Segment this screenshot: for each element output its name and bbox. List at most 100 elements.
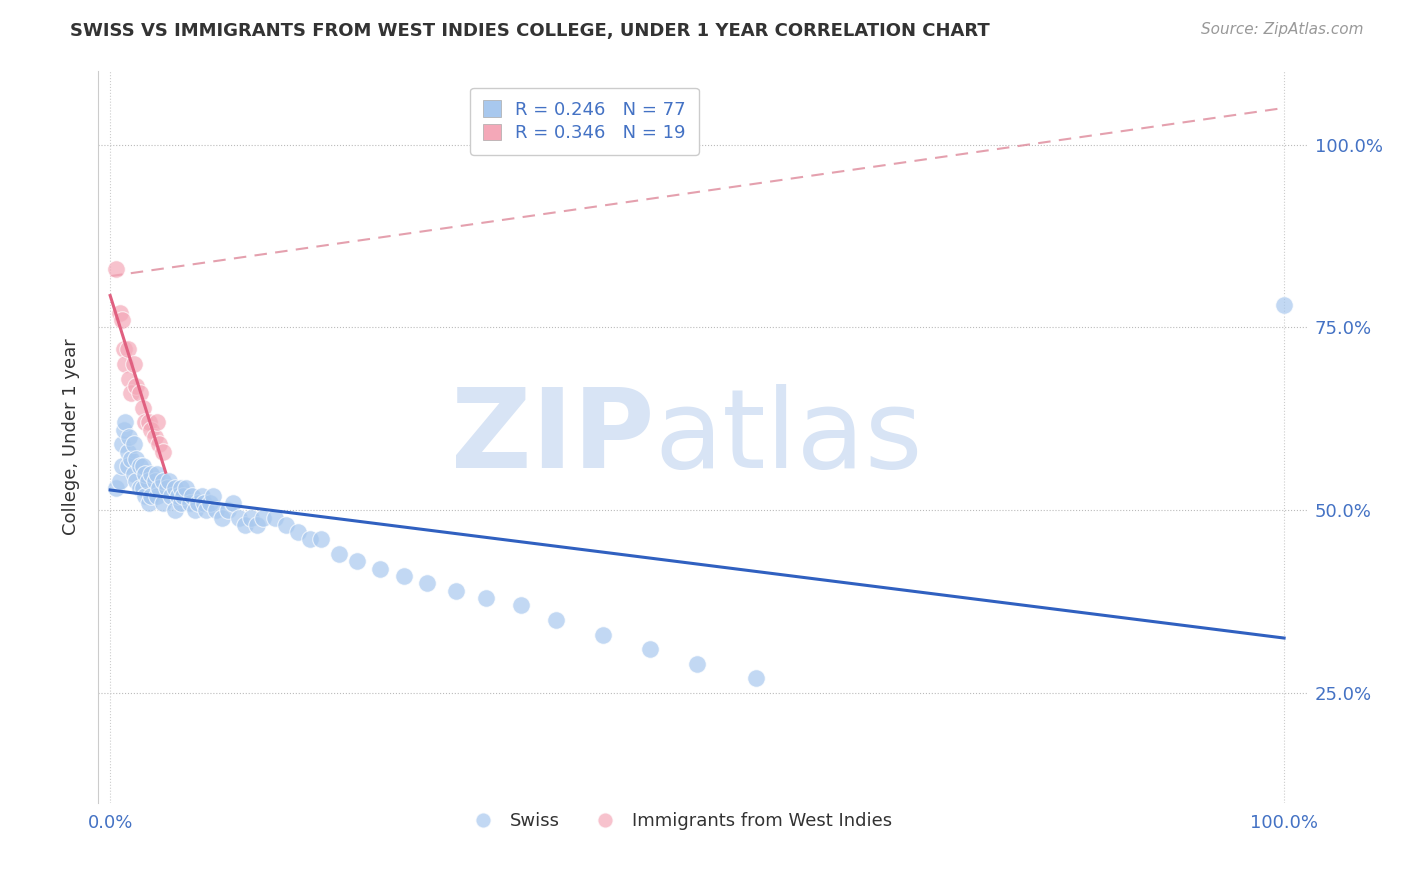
Point bbox=[125, 379, 148, 393]
Point bbox=[416, 576, 439, 591]
Point bbox=[228, 510, 250, 524]
Point bbox=[146, 489, 169, 503]
Y-axis label: College, Under 1 year: College, Under 1 year bbox=[62, 339, 80, 535]
Point bbox=[141, 489, 163, 503]
Point bbox=[311, 533, 333, 547]
Point bbox=[108, 306, 131, 320]
Point bbox=[546, 613, 568, 627]
Point bbox=[163, 481, 186, 495]
Text: SWISS VS IMMIGRANTS FROM WEST INDIES COLLEGE, UNDER 1 YEAR CORRELATION CHART: SWISS VS IMMIGRANTS FROM WEST INDIES COL… bbox=[70, 22, 990, 40]
Point bbox=[176, 481, 198, 495]
Point bbox=[202, 489, 225, 503]
Point bbox=[114, 357, 136, 371]
Point bbox=[211, 510, 233, 524]
Point bbox=[111, 459, 134, 474]
Point bbox=[114, 416, 136, 430]
Point bbox=[128, 459, 150, 474]
Point bbox=[152, 444, 174, 458]
Point bbox=[111, 313, 134, 327]
Point bbox=[136, 474, 159, 488]
Point bbox=[132, 401, 155, 415]
Point bbox=[105, 481, 128, 495]
Point bbox=[298, 533, 321, 547]
Point bbox=[222, 496, 245, 510]
Point bbox=[169, 496, 191, 510]
Point bbox=[134, 467, 156, 481]
Point bbox=[187, 496, 209, 510]
Text: atlas: atlas bbox=[655, 384, 924, 491]
Point bbox=[118, 371, 141, 385]
Point bbox=[148, 481, 170, 495]
Point bbox=[120, 452, 142, 467]
Point bbox=[163, 503, 186, 517]
Point bbox=[146, 467, 169, 481]
Text: Source: ZipAtlas.com: Source: ZipAtlas.com bbox=[1201, 22, 1364, 37]
Point bbox=[240, 510, 263, 524]
Point bbox=[132, 459, 155, 474]
Point bbox=[392, 569, 415, 583]
Point bbox=[276, 517, 298, 532]
Point bbox=[190, 489, 212, 503]
Point bbox=[146, 416, 169, 430]
Point bbox=[112, 343, 135, 357]
Point bbox=[204, 503, 226, 517]
Point bbox=[446, 583, 468, 598]
Point bbox=[183, 503, 205, 517]
Point bbox=[160, 489, 183, 503]
Point bbox=[346, 554, 368, 568]
Point bbox=[638, 642, 661, 657]
Point bbox=[132, 481, 155, 495]
Text: ZIP: ZIP bbox=[451, 384, 655, 491]
Point bbox=[117, 459, 139, 474]
Point bbox=[118, 430, 141, 444]
Point bbox=[112, 423, 135, 437]
Point bbox=[128, 481, 150, 495]
Point bbox=[287, 525, 309, 540]
Point bbox=[195, 503, 218, 517]
Point bbox=[117, 444, 139, 458]
Point bbox=[128, 386, 150, 401]
Point bbox=[125, 452, 148, 467]
Point bbox=[475, 591, 498, 605]
Point bbox=[592, 627, 614, 641]
Point bbox=[117, 343, 139, 357]
Point bbox=[125, 474, 148, 488]
Point bbox=[134, 416, 156, 430]
Point bbox=[368, 562, 391, 576]
Point bbox=[686, 657, 709, 671]
Point bbox=[122, 467, 145, 481]
Point bbox=[138, 416, 160, 430]
Point bbox=[217, 503, 239, 517]
Point bbox=[108, 474, 131, 488]
Point bbox=[111, 437, 134, 451]
Point bbox=[152, 474, 174, 488]
Point bbox=[157, 474, 180, 488]
Point bbox=[167, 489, 190, 503]
Point bbox=[122, 357, 145, 371]
Point bbox=[148, 437, 170, 451]
Point bbox=[169, 481, 191, 495]
Legend: Swiss, Immigrants from West Indies: Swiss, Immigrants from West Indies bbox=[458, 805, 900, 838]
Point bbox=[143, 474, 166, 488]
Point bbox=[246, 517, 269, 532]
Point bbox=[134, 489, 156, 503]
Point bbox=[193, 496, 215, 510]
Point bbox=[233, 517, 256, 532]
Point bbox=[105, 261, 128, 276]
Point bbox=[328, 547, 350, 561]
Point bbox=[155, 481, 177, 495]
Point bbox=[152, 496, 174, 510]
Point bbox=[172, 489, 194, 503]
Point bbox=[141, 467, 163, 481]
Point bbox=[252, 510, 274, 524]
Point bbox=[263, 510, 285, 524]
Point bbox=[181, 489, 204, 503]
Point bbox=[1272, 298, 1295, 312]
Point bbox=[198, 496, 221, 510]
Point bbox=[745, 672, 768, 686]
Point bbox=[141, 423, 163, 437]
Point bbox=[143, 430, 166, 444]
Point bbox=[138, 496, 160, 510]
Point bbox=[122, 437, 145, 451]
Point bbox=[179, 496, 201, 510]
